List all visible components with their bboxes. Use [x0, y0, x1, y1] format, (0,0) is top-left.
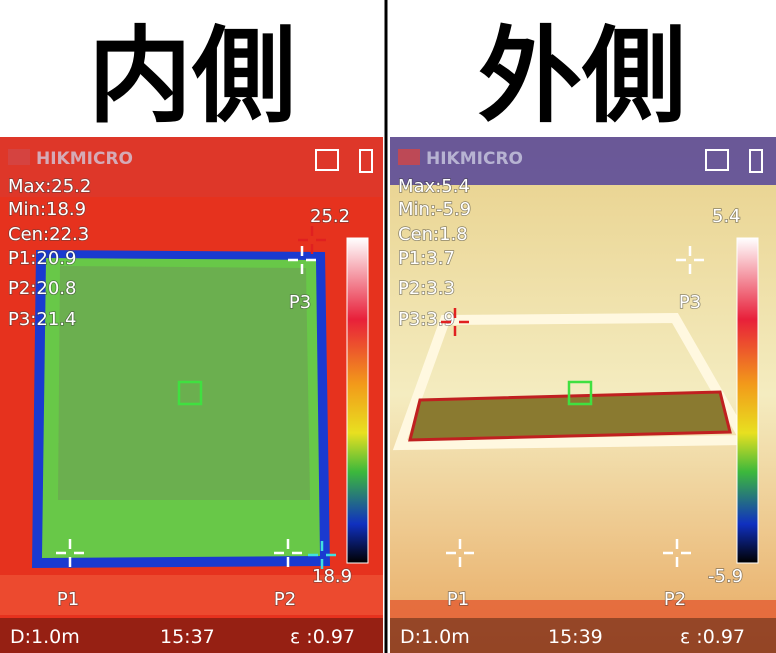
battery-icon [749, 149, 763, 173]
brand: HIKMICRO [36, 149, 133, 169]
distance: D:1.0m [10, 626, 80, 648]
thermal-right-top [390, 137, 776, 185]
point-label: P3 [289, 292, 311, 313]
heading: 外側 [478, 15, 686, 137]
center-box [567, 380, 593, 406]
time: 15:37 [160, 626, 215, 648]
reading: Cen:1.8 [398, 224, 468, 245]
brand-icon [8, 149, 30, 165]
scale-max: 5.4 [712, 206, 741, 227]
point-label: P2 [664, 589, 686, 610]
floor [390, 600, 776, 653]
point-label: P2 [274, 589, 296, 610]
distance: D:1.0m [400, 626, 470, 648]
unit-icon [705, 149, 729, 171]
sill [0, 575, 383, 615]
battery-icon [359, 149, 373, 173]
heading: 内側 [88, 15, 296, 137]
crosshair [308, 541, 336, 569]
brand-icon [398, 149, 420, 165]
scale-min: 18.9 [312, 566, 352, 587]
center-box [177, 380, 203, 406]
reading: P1:20.9 [8, 248, 76, 269]
crosshair [56, 539, 84, 567]
emissivity: ε :0.97 [290, 626, 355, 648]
crosshair [288, 246, 316, 274]
reading: P3:21.4 [8, 309, 76, 330]
emissivity: ε :0.97 [680, 626, 745, 648]
crosshair [441, 308, 469, 336]
reading: Min:-5.9 [398, 199, 471, 220]
scale-max: 25.2 [310, 206, 350, 227]
reading: P2:20.8 [8, 278, 76, 299]
crosshair [298, 226, 326, 254]
time: 15:39 [548, 626, 603, 648]
reading: P1:3.7 [398, 248, 455, 269]
reading: Min:18.9 [8, 199, 86, 220]
point-label: P3 [679, 292, 701, 313]
footer-bar [0, 618, 383, 653]
reading: Max:5.4 [398, 176, 470, 197]
crosshair [663, 539, 691, 567]
thermal-left-top [0, 137, 383, 197]
reading: Max:25.2 [8, 176, 91, 197]
unit-icon [315, 149, 339, 171]
color-bar [346, 237, 369, 564]
footer-bar [390, 618, 776, 653]
reading: P2:3.3 [398, 278, 455, 299]
reading: P3:3.9 [398, 309, 455, 330]
reading: Cen:22.3 [8, 224, 89, 245]
window-glass [408, 390, 732, 442]
brand: HIKMICRO [426, 149, 523, 169]
crosshair [446, 539, 474, 567]
crosshair [274, 539, 302, 567]
crosshair [676, 246, 704, 274]
scale-min: -5.9 [708, 566, 743, 587]
color-bar [736, 237, 759, 564]
point-label: P1 [447, 589, 469, 610]
point-label: P1 [57, 589, 79, 610]
